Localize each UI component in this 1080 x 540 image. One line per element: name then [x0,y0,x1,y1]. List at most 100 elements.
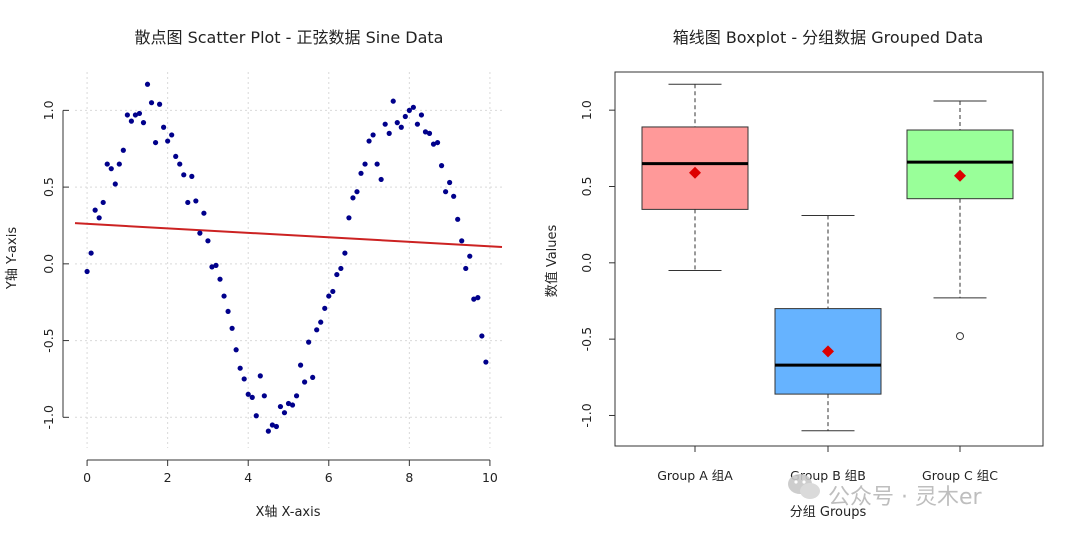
scatter-point [322,305,328,311]
boxplot-boxes [641,83,1014,432]
scatter-point [326,293,332,299]
scatter-point [443,189,449,195]
scatter-point [140,120,147,126]
scatter-point [249,394,255,400]
scatter-point [398,124,404,130]
boxplot-title: 箱线图 Boxplot - 分组数据 Grouped Data [673,28,984,47]
box-2 [774,214,882,432]
scatter-point [471,296,477,302]
scatter-point [289,402,296,408]
mean-marker [689,166,701,179]
watermark: 公众号 · 灵木er [788,474,983,510]
boxplot-x-axis-title: 分组 Groups [790,505,867,520]
scatter-point [193,198,199,204]
scatter-y-tick-label: 0.5 [41,177,56,197]
scatter-point [346,215,352,221]
scatter-point [318,319,324,325]
scatter-point [451,193,457,199]
scatter-point [475,295,481,301]
boxplot-frame [614,71,1044,447]
scatter-point [173,153,179,160]
scatter-point [241,376,247,382]
scatter-point [382,121,388,127]
scatter-point [185,199,191,206]
watermark-text: 公众号 · 灵木er [828,485,983,510]
scatter-point [245,391,251,397]
scatter-point [124,112,130,118]
box-3 [906,100,1014,341]
scatter-point [100,199,106,206]
boxplot-y-axis-title: 数值 Values [544,224,560,297]
scatter-point [108,166,114,172]
scatter-point [116,161,122,167]
wechat-icon [788,474,820,499]
scatter-point [237,365,243,371]
scatter-gridlines [75,72,502,448]
scatter-point [414,121,421,127]
scatter-y-tick-label: -0.5 [41,328,56,352]
scatter-point [438,163,445,169]
boxplot-x-ticks: Group A 组A Group B 组B Group C 组C [657,446,998,483]
scatter-point [96,215,102,221]
scatter-point [334,271,340,278]
scatter-point [378,176,384,183]
scatter-x-tick-label: 0 [83,470,91,485]
scatter-x-tick-label: 10 [482,470,498,485]
scatter-point [386,130,392,136]
scatter-point [112,181,118,187]
scatter-point [152,139,159,146]
scatter-point [394,120,400,126]
scatter-point [434,139,441,146]
boxplot-x-tick-label: Group A 组A [657,468,733,483]
scatter-x-tick-label: 4 [244,470,252,485]
scatter-point [374,161,380,167]
scatter-point [410,104,416,110]
scatter-point [197,230,203,236]
scatter-point [84,268,90,275]
box-1 [641,83,749,271]
scatter-point [201,210,207,216]
scatter-x-tick-label: 2 [164,470,172,485]
scatter-point [161,124,167,130]
scatter-point [390,98,396,104]
scatter-y-tick-label: 1.0 [41,100,56,120]
scatter-point [221,293,227,299]
scatter-point [297,362,304,368]
scatter-point [306,339,312,345]
scatter-point [281,410,288,416]
scatter-point [422,129,429,135]
boxplot-x-tick-label: Group C 组C [922,468,998,483]
scatter-point [253,413,259,419]
scatter-point [459,238,465,244]
boxplot: 箱线图 Boxplot - 分组数据 Grouped Data -1.0 -0.5… [544,28,1044,520]
boxplot-y-tick-label: -1.0 [579,403,594,427]
scatter-point [104,161,110,167]
scatter-point [463,265,469,272]
scatter-point [426,130,433,136]
scatter-point [92,207,98,213]
scatter-y-ticks: -1.0 -0.5 0.0 0.5 1.0 [41,100,69,430]
scatter-point [285,400,292,407]
scatter-point [330,288,336,295]
scatter-point [455,216,461,222]
scatter-point [136,110,143,117]
scatter-point [273,423,280,430]
scatter-x-axis-title: X轴 X-axis [255,505,320,520]
scatter-point [233,347,239,353]
scatter-point [342,250,348,256]
scatter-point [314,327,320,333]
scatter-point [467,253,473,259]
scatter-point [302,379,308,385]
scatter-point [189,173,195,179]
scatter-point [209,264,215,270]
scatter-point [169,132,175,138]
outlier-point [956,332,964,341]
boxplot-y-tick-label: 1.0 [579,100,594,120]
scatter-point [205,238,211,244]
scatter-y-axis-title: Y轴 Y-axis [5,227,20,290]
scatter-point [120,147,126,153]
scatter-point [88,250,94,256]
scatter-point [370,132,376,138]
scatter-points [84,81,489,434]
scatter-point [261,393,267,399]
